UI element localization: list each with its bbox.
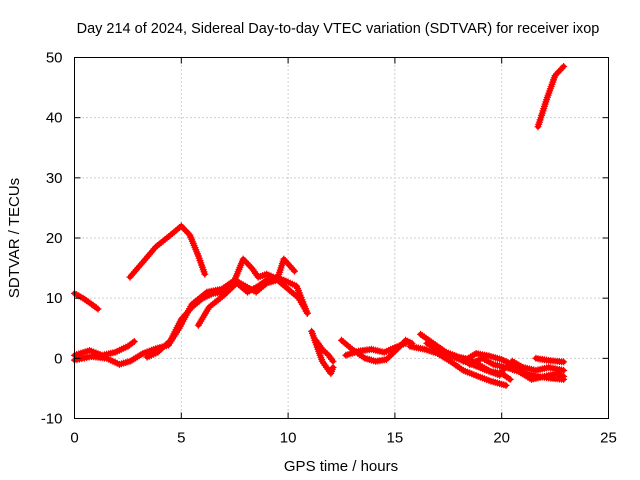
tick-labels: 0 5 10 15 20 25 -10 0 10 20 30 40 50 [41, 50, 617, 447]
x-tick-label: 15 [387, 430, 404, 447]
y-tick-label: 30 [46, 170, 63, 187]
y-tick-label: 50 [46, 50, 63, 67]
data-series [71, 63, 568, 389]
series-arc-13 [406, 342, 510, 389]
series-arc-11 [342, 339, 410, 359]
series-markers [466, 354, 568, 383]
x-tick-label: 25 [600, 430, 617, 447]
grid [74, 57, 609, 419]
axis-ticks [74, 57, 609, 419]
y-axis-label: SDTVAR / TECUs [6, 178, 23, 298]
y-tick-label: -10 [41, 411, 63, 428]
series-arc-3 [534, 63, 568, 131]
x-tick-label: 0 [70, 430, 78, 447]
series-markers [126, 222, 209, 281]
chart-title: Day 214 of 2024, Sidereal Day-to-day VTE… [77, 21, 600, 37]
series-markers [312, 336, 337, 365]
series-markers [143, 255, 298, 361]
series-arc-17 [496, 357, 568, 377]
series-arc-9 [312, 336, 337, 365]
y-tick-label: 0 [54, 350, 62, 367]
series-markers [71, 289, 102, 313]
series-arc-2 [126, 222, 209, 281]
series-arc-16 [466, 354, 568, 383]
x-tick-label: 20 [493, 430, 510, 447]
series-arc-6 [143, 255, 298, 361]
series-markers [194, 273, 311, 329]
y-tick-label: 20 [46, 230, 63, 247]
series-markers [534, 63, 568, 131]
y-tick-label: 40 [46, 110, 63, 127]
series-arc-1 [71, 289, 102, 313]
series-markers [406, 342, 510, 389]
y-tick-label: 10 [46, 290, 63, 307]
x-tick-label: 10 [280, 430, 297, 447]
series-markers [342, 339, 410, 359]
series-arc-7 [194, 273, 311, 329]
x-axis-label: GPS time / hours [284, 458, 398, 475]
x-tick-label: 5 [177, 430, 185, 447]
series-markers [532, 354, 568, 366]
series-arc-18 [532, 354, 568, 366]
series-markers [496, 357, 568, 377]
